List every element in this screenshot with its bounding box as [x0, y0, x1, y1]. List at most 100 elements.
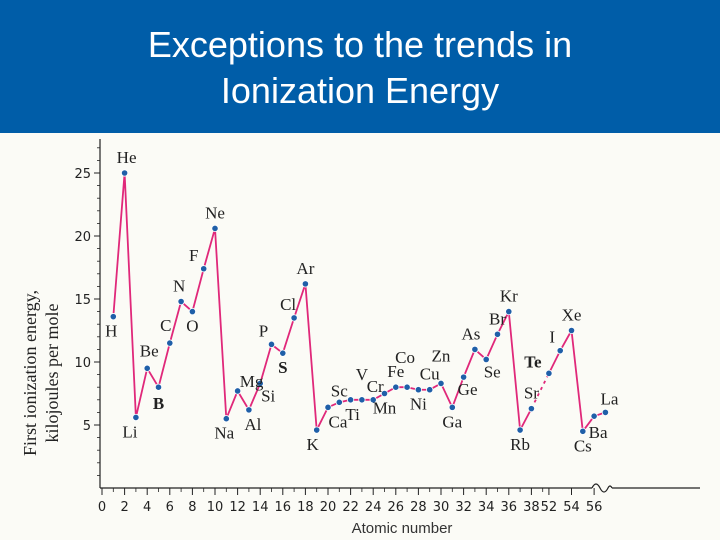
chart-axes [99, 139, 700, 493]
element-label-he: He [117, 148, 137, 167]
y-tick-label: 25 [74, 167, 91, 182]
y-tick-label: 15 [74, 293, 91, 308]
element-label-br: Br [489, 309, 506, 328]
data-point-al [245, 406, 253, 414]
y-tick-label: 5 [83, 419, 91, 434]
data-point-v [358, 396, 366, 404]
x-tick-label: 54 [563, 500, 580, 515]
data-point-h [109, 313, 117, 321]
data-point-s [279, 349, 287, 357]
x-tick-label: 2 [120, 500, 128, 515]
element-label-ni: Ni [410, 395, 427, 414]
data-point-o [188, 308, 196, 316]
element-label-cs: Cs [574, 436, 592, 455]
x-tick-label: 36 [501, 500, 518, 515]
x-tick-label: 10 [207, 500, 224, 515]
x-tick-label: 28 [410, 500, 427, 515]
element-label-mn: Mn [373, 399, 397, 418]
element-label-v: V [356, 365, 369, 384]
data-point-k [313, 426, 321, 434]
data-point-he [121, 169, 129, 177]
element-label-li: Li [122, 422, 137, 441]
data-point-be [143, 364, 151, 372]
element-label-n: N [173, 277, 185, 296]
element-label-ar: Ar [296, 259, 314, 278]
element-label-mg: Mg [240, 372, 264, 391]
x-tick-label: 22 [342, 500, 359, 515]
element-label-f: F [189, 246, 198, 265]
element-label-te: Te [524, 352, 542, 371]
y-axis-label-line2: kilojoules per mole [42, 304, 62, 443]
element-label-ge: Ge [458, 380, 478, 399]
data-point-kr [505, 308, 513, 316]
data-point-f [200, 265, 208, 273]
element-label-ne: Ne [205, 203, 225, 222]
data-point-b [154, 383, 163, 391]
data-point-na [222, 415, 230, 423]
x-tick-label: 14 [252, 500, 269, 515]
element-label-b: B [153, 394, 164, 413]
element-label-s: S [278, 358, 287, 377]
title-banner: Exceptions to the trends in Ionization E… [0, 0, 720, 133]
element-label-se: Se [484, 362, 501, 381]
data-point-ni [414, 386, 422, 394]
data-points [109, 169, 610, 435]
data-point-se [482, 355, 490, 364]
data-point-la [601, 408, 610, 416]
data-point-p [267, 340, 276, 348]
data-point-xe [567, 326, 576, 335]
element-label-sr: Sr [524, 384, 539, 403]
y-tick-label: 10 [74, 356, 91, 371]
data-point-ne [211, 224, 219, 233]
element-label-ga: Ga [442, 412, 462, 431]
element-label-na: Na [214, 424, 234, 443]
element-label-cr: Cr [367, 377, 384, 396]
data-point-ba [590, 412, 598, 420]
element-label-cl: Cl [280, 295, 296, 314]
x-tick-label: 18 [297, 500, 314, 515]
element-label-si: Si [261, 386, 275, 405]
data-point-ca [324, 403, 332, 411]
element-label-ti: Ti [345, 405, 360, 424]
x-tick-label: 16 [275, 500, 292, 515]
element-label-i: I [549, 328, 555, 347]
data-point-fe [392, 383, 400, 391]
element-label-cu: Cu [420, 365, 440, 384]
element-label-be: Be [140, 341, 159, 360]
data-point-te [545, 369, 553, 377]
data-point-i [556, 347, 564, 355]
data-point-cl [290, 314, 298, 322]
x-tick-label: 8 [188, 500, 196, 515]
element-label-c: C [160, 316, 171, 335]
x-tick-label: 32 [455, 500, 472, 515]
data-point-li [132, 413, 140, 422]
x-tick-label: 52 [541, 500, 558, 515]
data-point-n [177, 297, 185, 306]
element-label-k: K [307, 435, 320, 454]
x-tick-label: 56 [586, 500, 603, 515]
element-label-h: H [105, 322, 117, 341]
x-axis-label: Atomic number [352, 520, 453, 537]
x-tick-label: 38 [523, 500, 540, 515]
element-label-al: Al [244, 415, 261, 434]
data-point-ti [346, 396, 355, 404]
data-point-rb [516, 426, 524, 434]
x-tick-label: 0 [98, 500, 106, 515]
data-point-cu [426, 386, 434, 394]
x-tick-label: 30 [433, 500, 450, 515]
data-point-cs [579, 427, 587, 435]
data-point-ar [301, 280, 309, 288]
data-point-cr [369, 396, 377, 404]
data-point-ge [459, 373, 468, 381]
element-label-zn: Zn [432, 346, 451, 365]
element-label-xe: Xe [562, 306, 582, 325]
element-label-co: Co [395, 348, 415, 367]
data-point-ga [448, 403, 456, 411]
element-label-fe: Fe [387, 362, 404, 381]
data-point-sc [335, 398, 343, 406]
data-point-sr [527, 405, 536, 413]
element-label-as: As [461, 324, 480, 343]
